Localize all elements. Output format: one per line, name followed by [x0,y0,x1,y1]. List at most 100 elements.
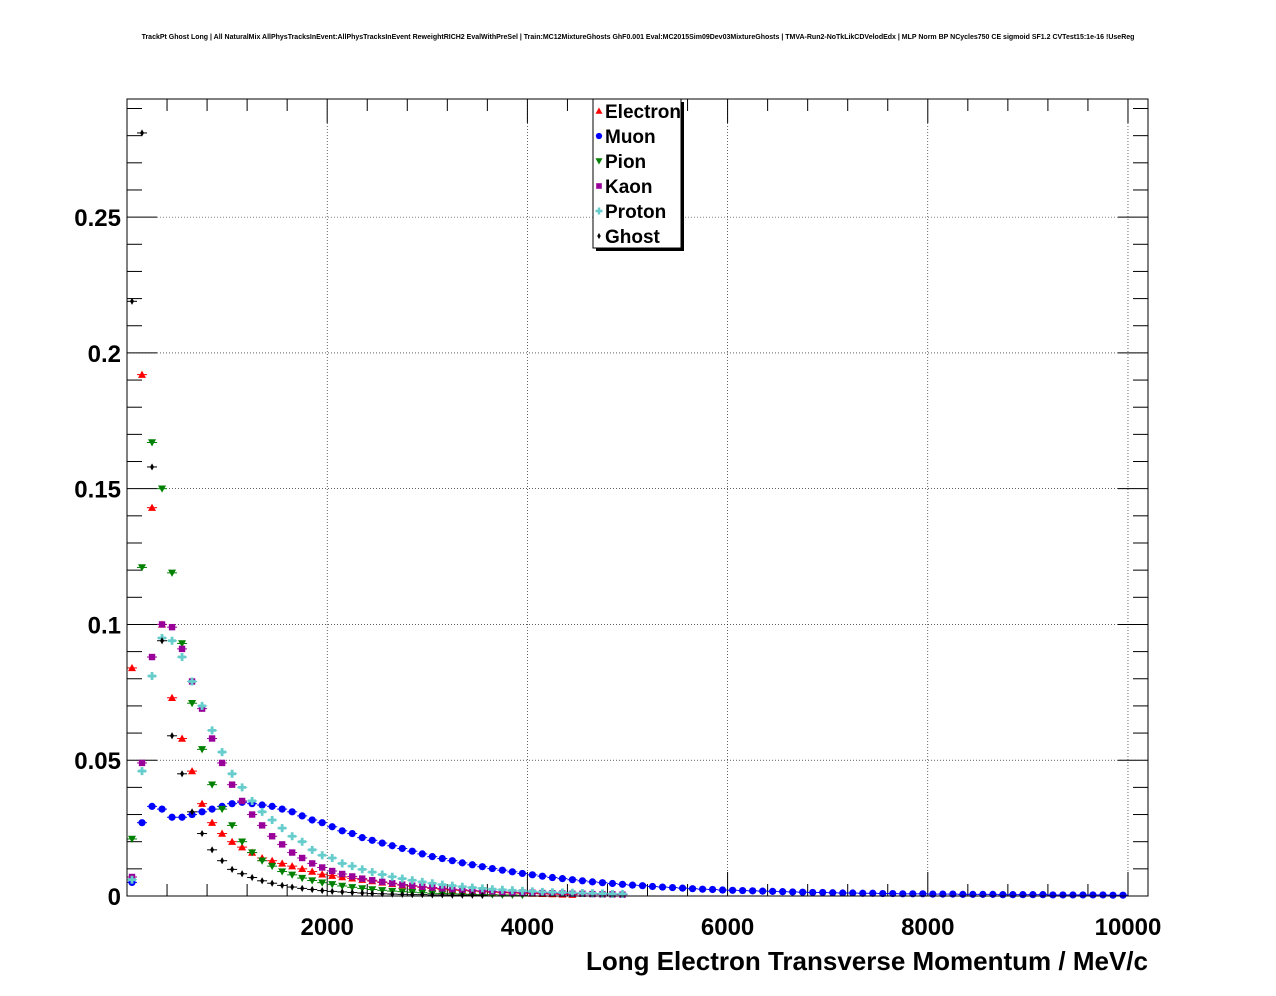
data-point [448,881,457,890]
data-point [1049,891,1057,899]
data-point [168,693,177,701]
data-point [370,889,375,898]
data-point [528,887,537,896]
data-point [318,879,327,887]
data-point [1079,891,1087,899]
data-point [468,861,476,869]
data-point [658,883,667,891]
data-point [208,805,216,813]
data-point [308,860,316,867]
data-marks [127,129,1128,900]
data-point [238,838,247,846]
data-point [448,857,456,865]
data-point [208,781,217,789]
data-point [438,854,446,863]
data-point [178,813,186,821]
data-point [608,879,617,888]
data-point [596,183,602,189]
data-point [148,653,156,661]
data-point [728,886,737,894]
data-point [488,885,497,894]
x-axis-label: Long Electron Transverse Momentum / MeV/… [586,946,1148,976]
data-point [339,870,346,878]
data-point [268,815,277,824]
data-point [228,837,237,845]
data-point [478,884,487,893]
data-point [180,770,185,778]
data-point [148,503,157,511]
data-point [148,439,157,447]
data-point [350,888,355,897]
data-point [628,881,637,889]
data-point [588,878,597,886]
data-point [598,889,607,898]
data-point [359,875,366,882]
data-point [260,877,265,885]
data-point [528,871,536,879]
data-point [819,888,827,897]
x-tick-label: 10000 [1095,914,1162,941]
data-point [989,890,997,898]
y-tick-label: 0.25 [74,205,121,232]
data-point [678,884,687,892]
data-point [398,874,407,883]
data-point [328,853,337,862]
data-point [408,847,416,855]
data-point [648,882,657,891]
data-point [328,823,336,831]
data-point [789,888,797,896]
data-point [320,886,325,895]
data-point [258,801,266,809]
data-point [338,827,346,835]
data-point [438,880,447,889]
y-tick-label: 0.15 [74,477,121,504]
data-point [158,485,167,493]
data-point [238,783,247,792]
data-point [468,883,477,892]
data-point [329,867,336,875]
data-point [1119,891,1127,899]
data-point [959,890,967,898]
legend: Electron Muon Pion Kaon Proton Ghost [592,98,684,251]
data-point [939,890,947,898]
data-point [1109,891,1117,899]
data-point [428,879,437,888]
data-point [969,890,977,898]
data-point [458,882,467,891]
data-point [270,879,275,887]
data-point [268,862,277,871]
data-point [638,882,647,890]
data-point [389,880,396,887]
data-point [138,564,147,572]
data-point [368,836,376,844]
data-point [128,875,137,884]
data-point [595,158,603,165]
data-point [150,463,155,471]
data-point [288,862,297,870]
y-tick-label: 0 [108,884,121,911]
data-point [298,854,306,862]
data-point [168,623,176,631]
x-tick-label: 2000 [301,914,354,941]
data-point [298,874,307,883]
data-point [568,876,577,884]
data-point [310,885,315,894]
data-point [228,769,237,778]
data-point [198,746,207,754]
data-point [558,875,567,883]
data-point [358,834,366,842]
data-point [348,884,357,892]
data-point [188,767,197,775]
data-point [128,663,137,672]
data-point [188,677,197,686]
data-point [308,816,316,824]
data-point [358,865,367,874]
legend-label: Electron [605,102,681,123]
tick-labels: 2000 4000 6000 8000 10000 0 0.05 0.1 0.15 0.2 0.25 [74,205,1161,941]
data-point [597,232,601,240]
data-point [618,889,627,898]
data-point [178,734,187,742]
data-point [409,882,416,889]
data-point [498,866,506,874]
